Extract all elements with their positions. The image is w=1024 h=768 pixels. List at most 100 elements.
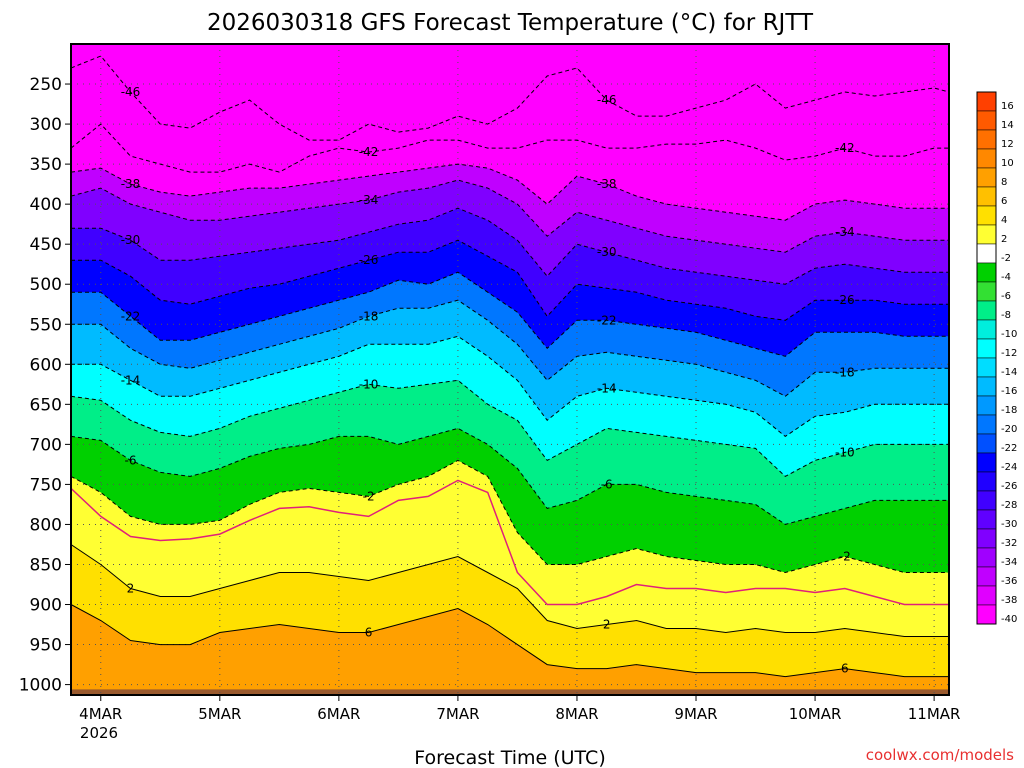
- colorbar-label: -8: [1001, 310, 1011, 321]
- colorbar-label: -22: [1001, 443, 1017, 454]
- colorbar-label: 16: [1001, 101, 1014, 112]
- colorbar-swatch: [976, 167, 997, 188]
- colorbar-swatch: [976, 433, 997, 454]
- colorbar-label: -32: [1001, 538, 1017, 549]
- isotherm--46: [71, 55, 949, 141]
- y-tick-label: 350: [30, 155, 62, 175]
- isotherm-label: -10: [359, 377, 379, 391]
- colorbar-label: -34: [1001, 557, 1017, 568]
- isotherm-label: -46: [597, 93, 617, 107]
- colorbar-swatch: [976, 528, 997, 549]
- isotherm-label: -6: [125, 453, 137, 467]
- y-tick-label: 750: [30, 475, 62, 495]
- isotherm-label: -18: [359, 309, 379, 323]
- colorbar-swatch: [976, 414, 997, 435]
- ground-band: [71, 689, 949, 695]
- isotherm--18: [71, 299, 949, 397]
- y-tick-label: 600: [30, 355, 62, 375]
- isotherm-label: -22: [597, 313, 617, 327]
- colorbar-label: 8: [1001, 177, 1007, 188]
- x-tick-label: 8MAR: [555, 705, 598, 723]
- y-tick-label: 550: [30, 315, 62, 335]
- isotherm-label: -46: [121, 85, 141, 99]
- colorbar-label: -4: [1001, 272, 1011, 283]
- isotherm-label: -10: [835, 445, 855, 459]
- x-tick-label: 11MAR: [908, 705, 961, 723]
- isotherm--6: [71, 427, 949, 525]
- plot-frame: [70, 43, 950, 696]
- temperature-band-8: [71, 604, 949, 695]
- colorbar-label: 2: [1001, 234, 1007, 245]
- y-tick-label: 300: [30, 115, 62, 135]
- isotherm-label: -22: [121, 309, 141, 323]
- y-tick-label: 250: [30, 75, 62, 95]
- colorbar-swatch: [976, 91, 997, 112]
- isotherm-6: [71, 604, 949, 678]
- colorbar-label: -20: [1001, 424, 1017, 435]
- colorbar-swatch: [976, 224, 997, 245]
- isotherm-label: -26: [359, 253, 379, 267]
- colorbar-swatch: [976, 471, 997, 492]
- isotherm-label: -2: [363, 489, 375, 503]
- colorbar: 16 14 12 10 8 6 4 2 -2 -4 -6 -8 -10 -12 -14 -16 -18 -20 -2…: [976, 91, 1017, 625]
- isotherm-label: -42: [835, 141, 855, 155]
- y-tick-label: 950: [30, 636, 62, 656]
- colorbar-swatch: [976, 452, 997, 473]
- colorbar-swatch: [976, 490, 997, 511]
- colorbar-swatch: [976, 243, 997, 264]
- isotherm-label: -14: [597, 381, 617, 395]
- colorbar-swatch: [976, 338, 997, 359]
- isotherm-label: -14: [121, 373, 141, 387]
- isotherm-label: -6: [601, 477, 613, 491]
- colorbar-swatch: [976, 376, 997, 397]
- colorbar-swatch: [976, 110, 997, 131]
- colorbar-label: -18: [1001, 405, 1017, 416]
- y-tick-label: 1000: [19, 676, 62, 696]
- colorbar-swatch: [976, 205, 997, 226]
- colorbar-label: 10: [1001, 158, 1014, 169]
- y-tick-label: 400: [30, 195, 62, 215]
- colorbar-label: -2: [1001, 253, 1011, 264]
- x-tick-label: 4MAR: [79, 705, 122, 723]
- isotherm--14: [71, 335, 949, 438]
- isotherm-labels: -46-46-42 -42-38 -38-34-34-30-30-26-26-22-…: [121, 85, 855, 676]
- colorbar-swatch: [976, 129, 997, 150]
- isotherm-label: -30: [597, 245, 617, 259]
- y-axis: 250 300 350 400 450 500 550 600 650 700 750 800 850 9…: [19, 75, 71, 696]
- colorbar-label: -14: [1001, 367, 1017, 378]
- isotherm-2: [71, 544, 949, 637]
- colorbar-label: -40: [1001, 614, 1017, 625]
- isotherm--34: [71, 179, 949, 253]
- colorbar-label: 12: [1001, 139, 1014, 150]
- colorbar-label: 14: [1001, 120, 1014, 131]
- x-axis-year-label: 2026: [80, 724, 118, 742]
- isotherm-label: -38: [121, 177, 141, 191]
- x-tick-label: 9MAR: [674, 705, 717, 723]
- colorbar-label: -26: [1001, 481, 1017, 492]
- colorbar-swatch: [976, 547, 997, 568]
- colorbar-swatch: [976, 509, 997, 530]
- isotherm--38: [71, 163, 949, 221]
- credit-text: coolwx.com/models: [866, 746, 1014, 764]
- colorbar-label: -28: [1001, 500, 1017, 511]
- isotherm--22: [71, 271, 949, 357]
- isotherm--10: [71, 379, 949, 478]
- isotherm--30: [71, 207, 949, 285]
- isotherm-label: -34: [359, 193, 379, 207]
- isotherm--2: [71, 459, 949, 574]
- grid-lines: [71, 44, 949, 695]
- isotherm--26: [71, 239, 949, 321]
- colorbar-swatch: [976, 585, 997, 606]
- colorbar-label: -38: [1001, 595, 1017, 606]
- freezing-level-line: [71, 479, 949, 606]
- y-tick-label: 900: [30, 596, 62, 616]
- colorbar-swatch: [976, 300, 997, 321]
- temperature-field: [71, 44, 949, 695]
- colorbar-label: -16: [1001, 386, 1017, 397]
- x-axis: 4MAR 5MAR 6MAR 7MAR 8MAR 9MAR 10MAR 11MAR: [79, 695, 960, 723]
- isotherm-label: 6: [841, 662, 849, 676]
- colorbar-frame: [976, 91, 997, 625]
- isotherm-contours: [71, 55, 949, 678]
- colorbar-label: -10: [1001, 329, 1017, 340]
